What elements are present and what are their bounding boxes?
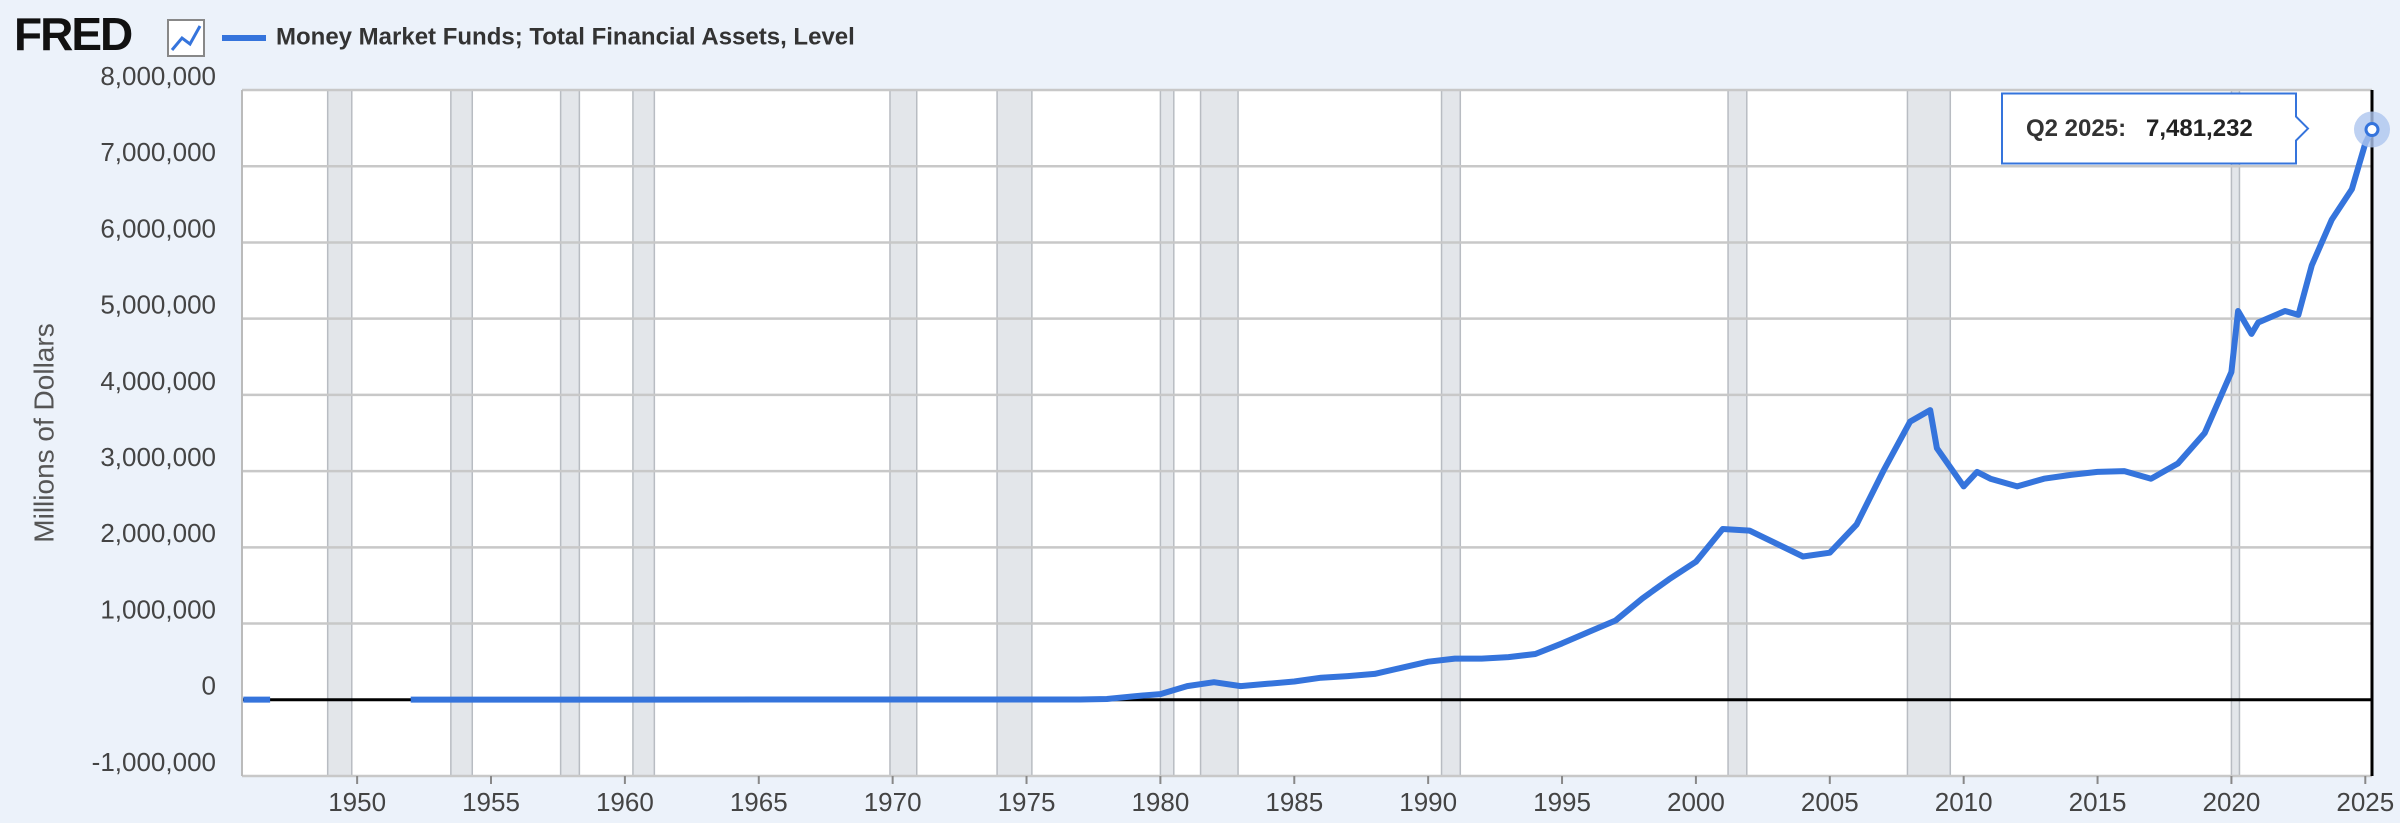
tooltip-value: 7,481,232 [2146, 115, 2253, 142]
recession-band [889, 89, 918, 777]
recession-band [1440, 89, 1462, 777]
recession-band [1159, 89, 1175, 777]
recession-band [450, 89, 474, 777]
tooltip-box [2001, 92, 2310, 165]
logo-icon [167, 19, 205, 57]
x-tick-label: 1990 [1399, 787, 1457, 817]
x-tick-label: 2025 [2336, 787, 2394, 817]
recession-band [1199, 89, 1239, 777]
y-tick-label: 5,000,000 [100, 290, 216, 320]
y-tick-label: 4,000,000 [100, 366, 216, 396]
y-axis-label: Millions of Dollars [28, 323, 59, 542]
tooltip-date: Q2 2025: [2026, 115, 2126, 142]
y-tick-label: 8,000,000 [100, 61, 216, 91]
recession-band [996, 89, 1033, 777]
x-tick-label: 1960 [596, 787, 654, 817]
x-tick-label: 1975 [998, 787, 1056, 817]
y-tick-label: -1,000,000 [92, 747, 216, 777]
x-tick-label: 2005 [1801, 787, 1859, 817]
x-tick-label: 1965 [730, 787, 788, 817]
y-tick-label: 0 [202, 671, 216, 701]
y-tick-label: 2,000,000 [100, 518, 216, 548]
series-line [243, 128, 2375, 703]
x-tick-label: 1955 [462, 787, 520, 817]
recession-band [1727, 89, 1748, 777]
recession-band [1906, 89, 1952, 777]
plot-area [242, 90, 2372, 776]
x-tick-label: 1970 [864, 787, 922, 817]
y-tick-label: 1,000,000 [100, 594, 216, 624]
x-tick-label: 2010 [1935, 787, 1993, 817]
y-tick-label: 3,000,000 [100, 442, 216, 472]
x-tick-label: 1995 [1533, 787, 1591, 817]
x-tick-label: 1985 [1265, 787, 1323, 817]
y-tick-label: 6,000,000 [100, 213, 216, 243]
recession-band [2230, 89, 2241, 777]
recession-band [326, 89, 353, 777]
recession-band [632, 89, 656, 777]
x-tick-label: 2000 [1667, 787, 1725, 817]
x-tick-label: 1980 [1131, 787, 1189, 817]
legend-label: Money Market Funds; Total Financial Asse… [276, 23, 855, 50]
y-tick-label: 7,000,000 [100, 137, 216, 167]
x-tick-label: 1950 [328, 787, 386, 817]
hover-point [2364, 122, 2380, 138]
x-tick-label: 2015 [2069, 787, 2127, 817]
x-tick-label: 2020 [2203, 787, 2261, 817]
logo: FRED [14, 8, 132, 60]
recession-band [559, 89, 581, 777]
